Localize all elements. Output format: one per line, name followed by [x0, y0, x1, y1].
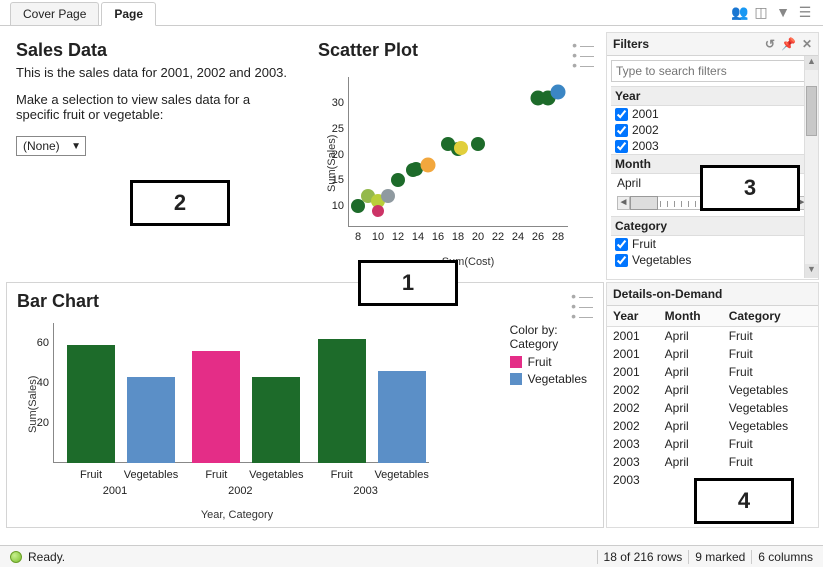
bar-rect[interactable]: [67, 345, 115, 463]
status-marked: 9 marked: [688, 550, 745, 564]
filter-category-title: Category: [611, 216, 814, 236]
undo-icon[interactable]: ↺: [765, 37, 775, 51]
sales-dropdown-value: (None): [23, 139, 60, 153]
bar-xlabel: Year, Category: [147, 509, 327, 521]
annotation-4: 4: [694, 478, 794, 524]
scatter-point[interactable]: [372, 205, 384, 217]
bar-rect[interactable]: [318, 339, 366, 463]
bar-legend: Color by:Category FruitVegetables: [510, 323, 587, 389]
sales-dropdown[interactable]: (None) ▼: [16, 136, 86, 156]
status-bar: Ready. 18 of 216 rows 9 marked 6 columns: [0, 545, 823, 567]
legend-item[interactable]: Vegetables: [510, 372, 587, 386]
annotation-2: 2: [130, 180, 230, 226]
filter-category-item[interactable]: Vegetables: [611, 252, 814, 268]
scatter-chart[interactable]: 1015202530810121416182022242628: [348, 77, 578, 237]
bar-ylabel: Sum(Sales): [27, 376, 39, 433]
sales-title: Sales Data: [16, 40, 296, 61]
filter-year-title: Year: [611, 86, 814, 106]
panel-icon[interactable]: ◫: [753, 4, 769, 20]
status-rows: 18 of 216 rows: [597, 550, 683, 564]
slider-thumb[interactable]: [630, 196, 658, 210]
bar-rect[interactable]: [192, 351, 240, 463]
slider-left-arrow[interactable]: ◄: [618, 197, 630, 209]
bar-panel: Bar Chart •— •— •— 204060FruitVegetables…: [6, 282, 604, 528]
scatter-panel: Scatter Plot •— •— •— 101520253081012141…: [308, 32, 604, 280]
bar-menu-icon[interactable]: •— •— •—: [571, 291, 593, 321]
chevron-down-icon: ▼: [71, 141, 81, 152]
filter-category-item[interactable]: Fruit: [611, 236, 814, 252]
legend-item[interactable]: Fruit: [510, 355, 587, 369]
filter-icon[interactable]: ▼: [775, 4, 791, 20]
sales-instruction: Make a selection to view sales data for …: [16, 92, 256, 122]
status-dot-icon: [10, 551, 22, 563]
details-col-header[interactable]: Year: [607, 306, 659, 327]
filter-year-item[interactable]: 2001: [611, 106, 814, 122]
status-ready: Ready.: [28, 550, 65, 564]
scatter-menu-icon[interactable]: •— •— •—: [572, 40, 594, 70]
details-col-header[interactable]: Category: [723, 306, 818, 327]
status-columns: 6 columns: [751, 550, 813, 564]
table-row[interactable]: 2002AprilVegetables: [607, 417, 818, 435]
bar-chart[interactable]: 204060FruitVegetables2001FruitVegetables…: [53, 323, 429, 493]
filter-year-item[interactable]: 2002: [611, 122, 814, 138]
annotation-3: 3: [700, 165, 800, 211]
table-row[interactable]: 2001AprilFruit: [607, 345, 818, 363]
table-row[interactable]: 2003AprilFruit: [607, 435, 818, 453]
scatter-point[interactable]: [551, 85, 566, 100]
bar-rect[interactable]: [378, 371, 426, 463]
tab-cover-page[interactable]: Cover Page: [10, 2, 99, 25]
details-header: Details-on-Demand: [607, 283, 818, 306]
tab-page[interactable]: Page: [101, 2, 156, 26]
scatter-ylabel: Sum(Sales): [326, 135, 338, 192]
filters-header: Filters ↺ 📌 ✕: [607, 33, 818, 56]
filter-year-item[interactable]: 2003: [611, 138, 814, 154]
list-icon[interactable]: ☰: [797, 4, 813, 20]
sales-subtitle: This is the sales data for 2001, 2002 an…: [16, 65, 296, 80]
users-icon[interactable]: 👥: [731, 4, 747, 20]
filters-search-input[interactable]: [611, 60, 814, 82]
table-row[interactable]: 2003AprilFruit: [607, 453, 818, 471]
scatter-point[interactable]: [391, 173, 405, 187]
table-row[interactable]: 2002AprilVegetables: [607, 399, 818, 417]
details-table[interactable]: YearMonthCategory 2001AprilFruit2001Apri…: [607, 306, 818, 489]
table-row[interactable]: 2001AprilFruit: [607, 363, 818, 381]
scatter-point[interactable]: [471, 137, 485, 151]
details-col-header[interactable]: Month: [659, 306, 723, 327]
scatter-point[interactable]: [421, 157, 436, 172]
scatter-point[interactable]: [381, 189, 395, 203]
filters-panel: Filters ↺ 📌 ✕ Year 2001 2002 2003 Month …: [606, 32, 819, 280]
filters-scrollbar[interactable]: ▲▼: [804, 56, 818, 278]
table-row[interactable]: 2002AprilVegetables: [607, 381, 818, 399]
close-icon[interactable]: ✕: [802, 37, 812, 51]
annotation-1: 1: [358, 260, 458, 306]
scatter-title: Scatter Plot: [318, 40, 594, 61]
bar-rect[interactable]: [252, 377, 300, 463]
scatter-point[interactable]: [454, 141, 468, 155]
table-row[interactable]: 2001AprilFruit: [607, 327, 818, 346]
bar-rect[interactable]: [127, 377, 175, 463]
tab-bar: Cover Page Page: [0, 0, 823, 26]
pin-icon[interactable]: 📌: [781, 37, 796, 51]
bar-title: Bar Chart: [17, 291, 593, 312]
sales-data-panel: Sales Data This is the sales data for 20…: [6, 32, 306, 280]
top-toolbar: 👥 ◫ ▼ ☰: [731, 4, 813, 20]
